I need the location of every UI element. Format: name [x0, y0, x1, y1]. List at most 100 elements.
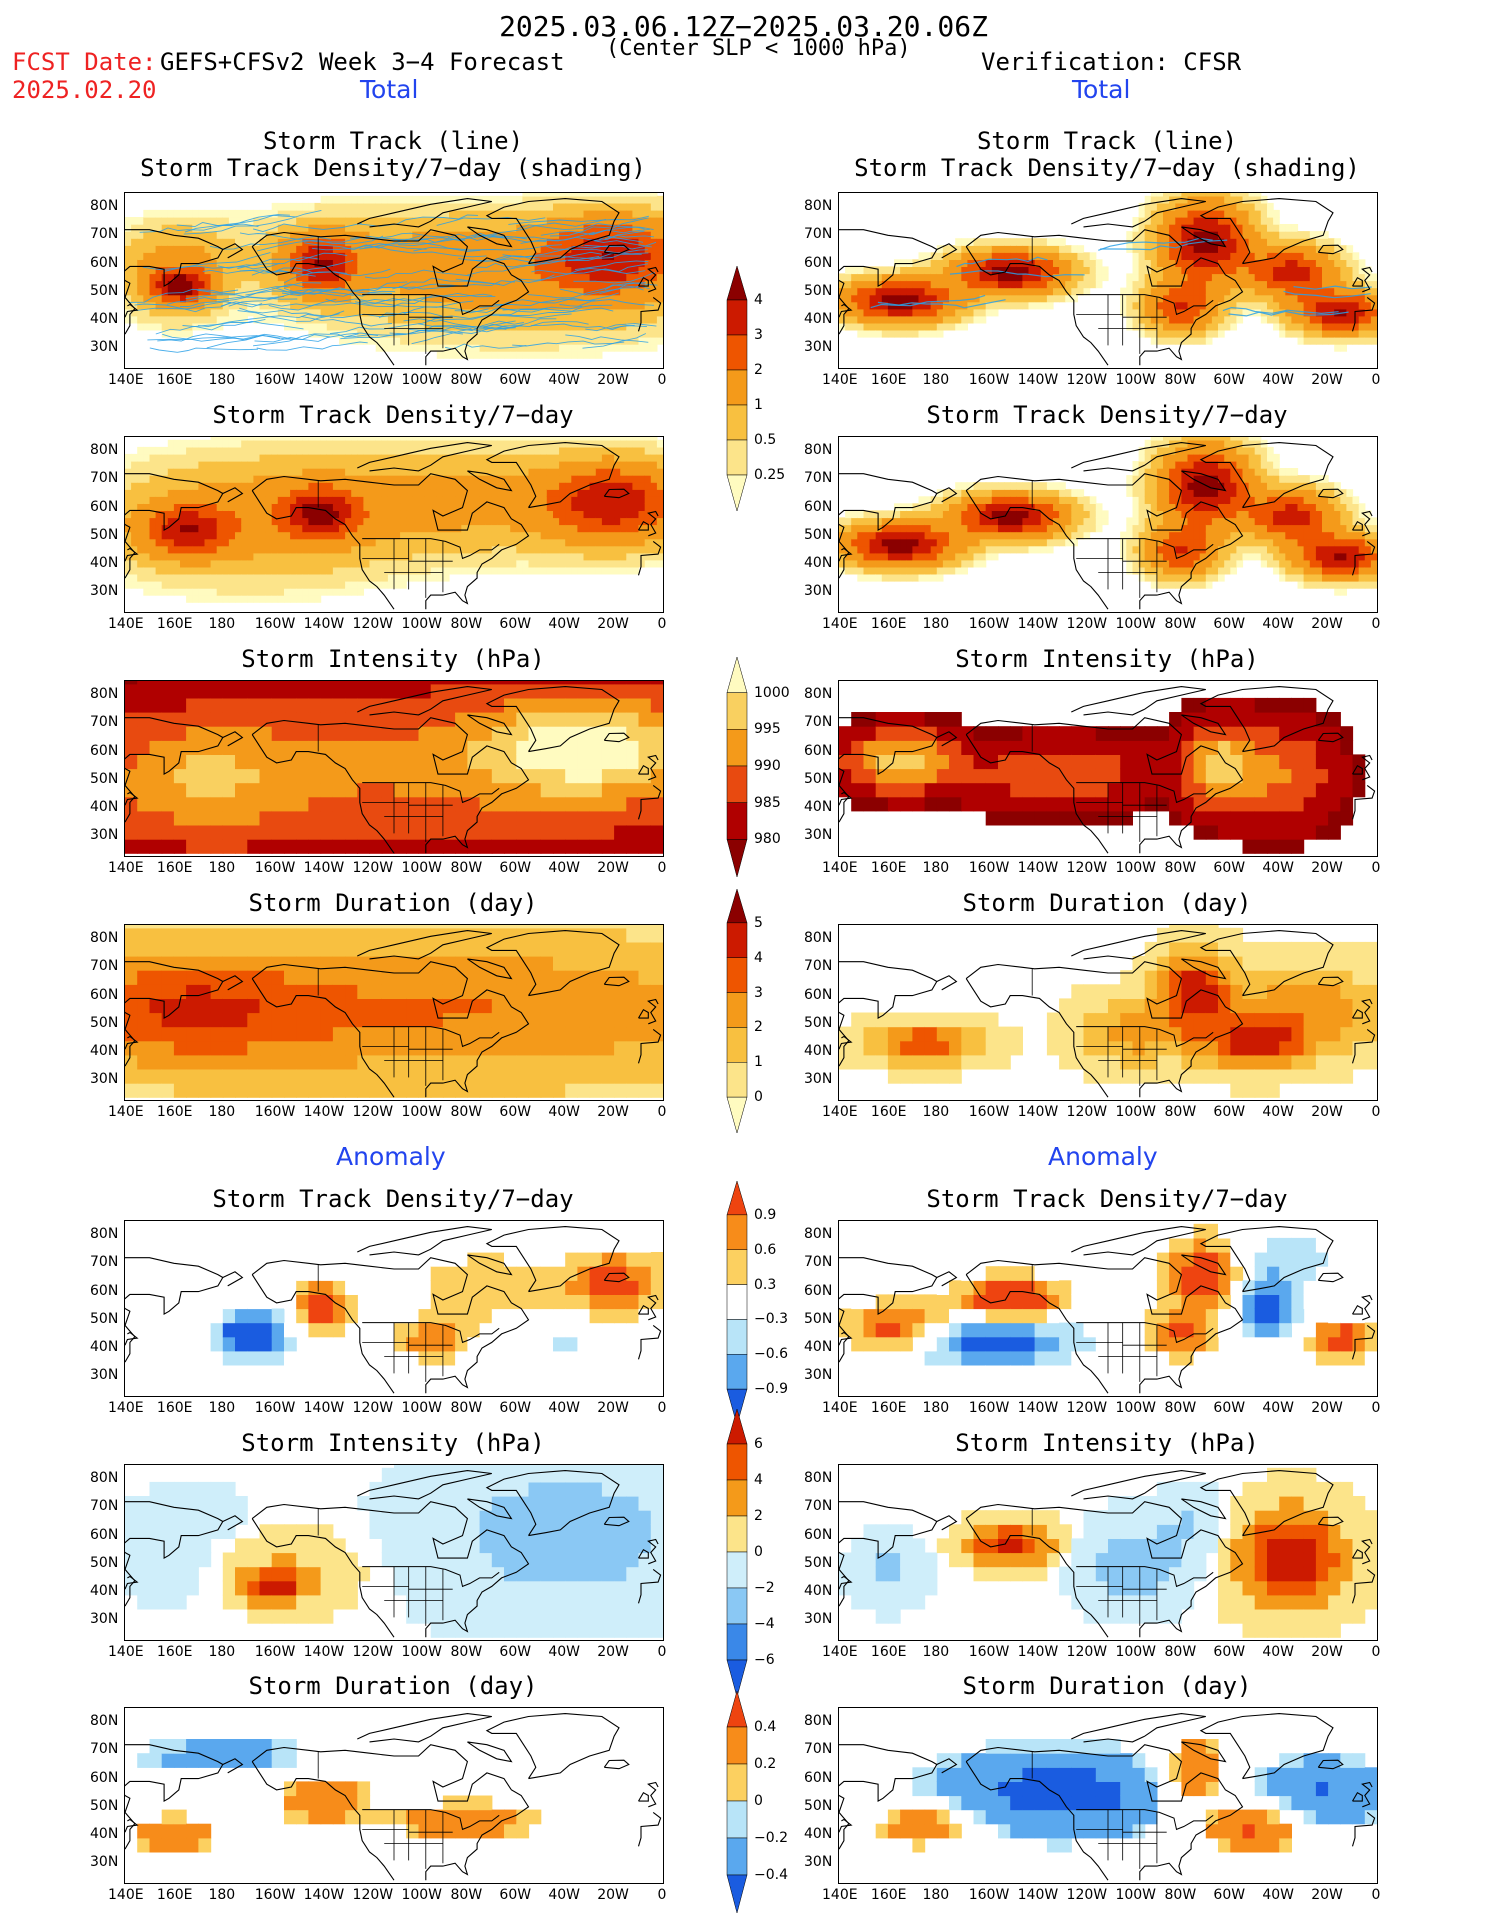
- shade-cell: [155, 510, 163, 519]
- panel-title-left-r0-1: Storm Track Density/7−day (shading): [140, 154, 646, 182]
- shade-cell: [869, 322, 877, 331]
- shade-cell: [271, 588, 279, 596]
- shade-cell: [418, 573, 426, 582]
- shade-cell: [473, 475, 481, 483]
- shade-cell: [1040, 238, 1048, 246]
- shade-cell: [589, 489, 597, 497]
- shade-cell: [375, 566, 383, 575]
- shade-cell: [375, 209, 383, 218]
- shade-cell: [461, 468, 468, 476]
- shade-cell: [186, 308, 193, 317]
- shade-cell: [308, 294, 316, 303]
- shade-cell: [161, 503, 169, 511]
- shade-cell: [528, 217, 536, 225]
- shade-cell: [192, 517, 199, 526]
- shade-cell: [296, 437, 303, 441]
- shade-cell: [516, 510, 523, 519]
- shade-cell: [253, 510, 261, 519]
- shade-cell: [302, 252, 309, 260]
- shade-cell: [271, 280, 279, 289]
- shade-cell: [271, 595, 279, 603]
- shade-cell: [491, 461, 499, 469]
- shade-cell: [1181, 301, 1189, 310]
- shade-cell: [608, 315, 615, 324]
- shade-cell: [1205, 224, 1213, 232]
- shade-cell: [296, 566, 303, 575]
- shade-cell: [479, 524, 487, 533]
- shade-cell: [565, 453, 572, 462]
- shade-cell: [1169, 266, 1176, 275]
- shade-cell: [351, 209, 358, 218]
- storm-track-line: [359, 242, 481, 252]
- shade-cell: [900, 294, 907, 303]
- shade-cell: [1279, 294, 1286, 303]
- shade-cell: [406, 531, 413, 540]
- shade-cell: [1218, 301, 1225, 310]
- shade-cell: [973, 266, 981, 275]
- shade-cell: [577, 468, 585, 476]
- shade-cell: [296, 315, 303, 324]
- shade-cell: [1309, 238, 1317, 246]
- shade-cell: [247, 439, 254, 448]
- shade-cell: [369, 217, 377, 225]
- shade-cell: [339, 588, 346, 596]
- shade-cell: [571, 552, 578, 561]
- shade-cell: [216, 489, 224, 497]
- shade-cell: [259, 559, 267, 568]
- shade-cell: [381, 252, 389, 260]
- shade-cell: [400, 489, 407, 497]
- shade-cell: [400, 468, 407, 476]
- shade-cell: [955, 259, 962, 267]
- shade-cell: [1254, 238, 1262, 246]
- shade-cell: [345, 566, 352, 575]
- shade-cell: [577, 351, 585, 359]
- shade-cell: [644, 344, 652, 352]
- shade-cell: [351, 468, 358, 476]
- shade-cell: [1199, 287, 1207, 296]
- shade-cell: [601, 322, 609, 331]
- shade-cell: [1279, 266, 1286, 275]
- shade-cell: [1163, 259, 1170, 267]
- shade-cell: [241, 453, 248, 462]
- shade-cell: [1175, 217, 1182, 225]
- shade-cell: [296, 217, 303, 225]
- shade-cell: [1150, 217, 1158, 225]
- shade-cell: [497, 273, 505, 282]
- shade-cell: [222, 266, 230, 275]
- shade-cell: [210, 294, 218, 303]
- shade-cell: [455, 545, 462, 554]
- shade-cell: [1156, 322, 1164, 331]
- shade-cell: [204, 595, 212, 603]
- shade-cell: [247, 238, 254, 246]
- shade-cell: [1169, 287, 1176, 296]
- shade-cell: [302, 566, 309, 575]
- shade-cell: [284, 566, 291, 575]
- shade-cell: [485, 259, 493, 267]
- shade-cell: [369, 266, 377, 275]
- storm-track-line: [559, 299, 655, 307]
- storm-track-line: [540, 228, 650, 236]
- shade-cell: [961, 294, 968, 303]
- shade-cell: [1328, 266, 1335, 275]
- shade-cell: [406, 453, 413, 462]
- shade-cell: [369, 468, 377, 476]
- shade-cell: [504, 475, 511, 483]
- shade-cell: [449, 195, 456, 204]
- shade-cell: [161, 461, 169, 469]
- shade-cell: [161, 224, 169, 232]
- shade-cell: [614, 329, 621, 338]
- shade-cell: [504, 489, 511, 497]
- shade-cell: [381, 217, 389, 225]
- shade-cell: [626, 252, 633, 260]
- shade-cell: [363, 517, 371, 526]
- shade-cell: [1291, 273, 1299, 282]
- shade-cell: [485, 475, 493, 483]
- shade-cell: [1224, 245, 1231, 253]
- shade-cell: [137, 531, 144, 540]
- shade-cell: [332, 294, 340, 303]
- shade-cell: [1181, 280, 1189, 289]
- shade-cell: [656, 252, 663, 260]
- shade-cell: [571, 475, 578, 483]
- shade-cell: [137, 252, 144, 260]
- shade-cell: [216, 475, 224, 483]
